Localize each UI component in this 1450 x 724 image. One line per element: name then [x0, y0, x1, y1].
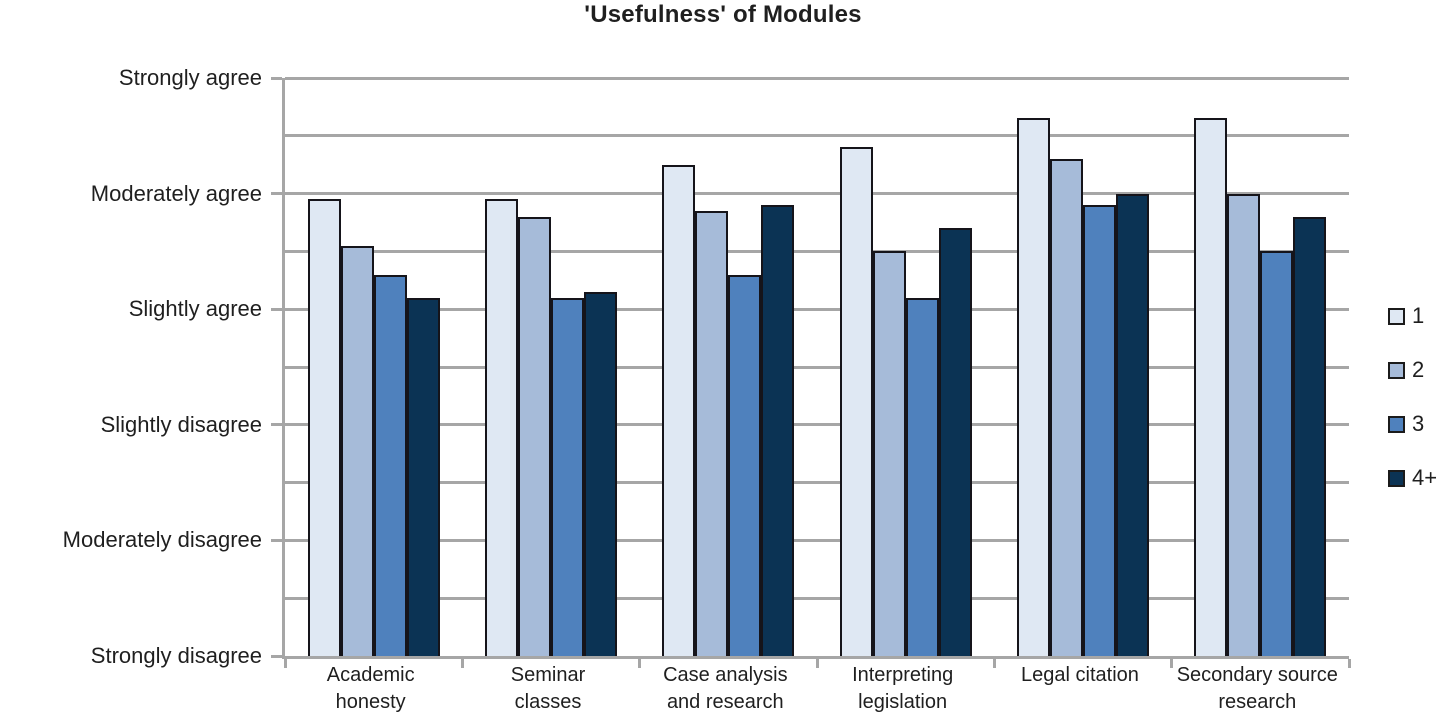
- x-axis-tick: [1170, 659, 1174, 668]
- x-axis-label-line: and research: [666, 691, 784, 713]
- bar: [1017, 118, 1050, 656]
- bar-group: [285, 78, 462, 656]
- gridline: [285, 307, 1349, 311]
- x-axis-label: Case analysis and research: [637, 662, 814, 716]
- y-axis-label: Moderately disagree: [62, 527, 262, 553]
- x-axis-label: Interpreting legislation: [814, 662, 991, 716]
- y-axis-tick: [271, 423, 282, 427]
- bar: [938, 228, 972, 656]
- bar: [662, 164, 696, 656]
- y-axis-tick: [271, 76, 282, 80]
- gridline: [285, 365, 1349, 369]
- bar: [550, 297, 584, 656]
- x-axis-tick: [1347, 659, 1351, 668]
- bar: [1293, 216, 1327, 656]
- x-axis-label-line: research: [1218, 691, 1297, 713]
- bar-group: [994, 78, 1171, 656]
- legend-swatch-icon: [1388, 361, 1405, 379]
- bar: [1227, 193, 1261, 656]
- bar: [728, 274, 762, 656]
- bar: [872, 251, 906, 656]
- gridline: [285, 481, 1349, 485]
- y-axis-tick: [271, 538, 282, 542]
- bar: [761, 205, 795, 656]
- legend-swatch-icon: [1388, 415, 1405, 433]
- bar: [340, 245, 374, 656]
- legend-item: 2: [1388, 357, 1437, 383]
- x-axis-label-line: honesty: [335, 691, 406, 713]
- legend-swatch-icon: [1388, 469, 1405, 487]
- x-axis-label-line: Legal citation: [1021, 664, 1139, 686]
- gridline: [285, 538, 1349, 542]
- x-axis-label-line: Case analysis: [663, 664, 788, 686]
- y-axis-label: Strongly disagree: [90, 643, 262, 668]
- bar: [485, 199, 519, 656]
- y-axis-tick: [271, 654, 282, 658]
- y-axis-label: Slightly disagree: [100, 411, 262, 437]
- bar: [1260, 251, 1294, 656]
- bar: [518, 216, 551, 656]
- x-axis-label-line: Academic: [326, 664, 415, 686]
- x-axis-label: Seminar classes: [459, 662, 636, 716]
- legend-item: 1: [1388, 303, 1437, 329]
- x-axis-tick: [460, 659, 464, 668]
- bar-group: [1172, 78, 1349, 656]
- legend-label: 3: [1412, 411, 1425, 436]
- x-axis-label: Academic honesty: [282, 662, 459, 716]
- gridline: [285, 76, 1349, 80]
- gridline: [285, 249, 1349, 253]
- x-axis-label: Legal citation: [991, 662, 1168, 716]
- x-axis-tick: [283, 659, 287, 668]
- x-axis-label-line: Interpreting: [852, 664, 954, 686]
- x-axis-labels: Academic honesty Seminar classes Case analys…: [282, 662, 1346, 716]
- legend-label: 4+: [1412, 465, 1438, 490]
- gridline: [285, 423, 1349, 427]
- x-axis-label-line: Secondary source: [1176, 664, 1338, 686]
- gridline: [285, 134, 1349, 138]
- bar: [406, 297, 440, 656]
- y-axis-label: Slightly agree: [128, 296, 262, 322]
- x-axis-label-line: legislation: [858, 691, 948, 713]
- bar: [373, 274, 407, 656]
- bar: [1050, 158, 1083, 656]
- x-axis-tick: [638, 659, 642, 668]
- y-axis-labels: Strongly agree Moderately agree Slightly a…: [0, 65, 268, 668]
- legend-item: 4+: [1388, 465, 1437, 491]
- x-axis-label-line: classes: [514, 691, 582, 713]
- x-axis-label-line: Seminar: [510, 664, 586, 686]
- x-axis-tick: [992, 659, 996, 668]
- y-axis-tick: [271, 192, 282, 196]
- bar: [695, 210, 729, 656]
- bar: [307, 199, 341, 656]
- plot-area: [271, 76, 1351, 668]
- legend-swatch-icon: [1388, 307, 1405, 325]
- y-axis-label: Moderately agree: [90, 180, 262, 206]
- legend: 1 2 3 4+: [1388, 303, 1437, 491]
- bar: [1115, 193, 1149, 656]
- y-axis-label: Strongly agree: [118, 65, 262, 90]
- x-axis-tick: [815, 659, 819, 668]
- x-axis-label: Secondary source research: [1169, 662, 1346, 716]
- bar: [1082, 205, 1116, 656]
- bar-group: [462, 78, 639, 656]
- legend-label: 2: [1412, 357, 1425, 382]
- bar: [1194, 118, 1228, 656]
- legend-item: 3: [1388, 411, 1437, 437]
- legend-label: 1: [1412, 303, 1425, 328]
- y-axis-tick: [271, 307, 282, 311]
- chart-title: 'Usefulness' of Modules: [584, 1, 862, 28]
- bars-layer: [285, 78, 1349, 656]
- bar: [905, 297, 939, 656]
- gridline: [285, 596, 1349, 600]
- gridline: [285, 192, 1349, 196]
- bar-group: [640, 78, 817, 656]
- bar: [583, 291, 617, 656]
- bar-group: [817, 78, 994, 656]
- bar: [839, 147, 873, 656]
